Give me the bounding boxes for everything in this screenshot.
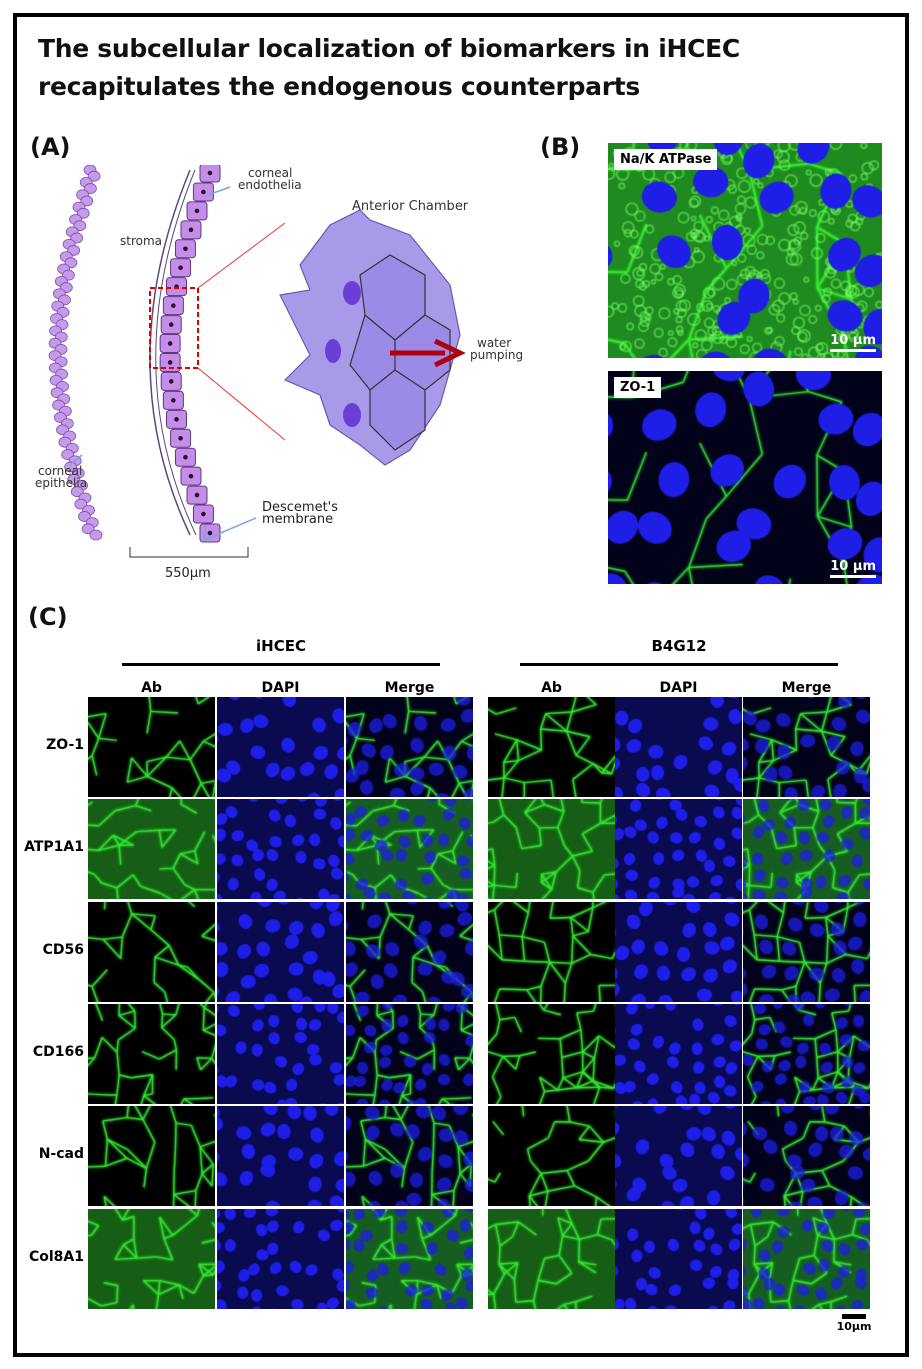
micrograph-dapi: [217, 1106, 344, 1206]
micrograph-dapi: [615, 1004, 742, 1104]
cornea-diagram: corneal endothelia stroma Anterior Chamb…: [35, 165, 523, 581]
svg-text:pumping: pumping: [470, 348, 523, 362]
scale-bar: 10 µm: [830, 333, 876, 352]
scale-bar-c: 10µm: [836, 1314, 872, 1333]
micrograph-ab: [88, 1209, 215, 1309]
group-underline: [122, 663, 440, 666]
zoom-line: [197, 367, 286, 441]
zoom-line: [197, 222, 286, 289]
micrograph-dapi: [615, 1106, 742, 1206]
micrograph-merge: [346, 1106, 473, 1206]
label-corneal-endothelia: corneal: [248, 166, 292, 180]
micrograph-dapi: [217, 1004, 344, 1104]
micrograph-merge: [743, 799, 870, 899]
column-header-dapi: DAPI: [261, 680, 300, 696]
micrograph-dapi: [615, 1209, 742, 1309]
micrograph-dapi: [217, 697, 344, 797]
micrograph-merge: [743, 1106, 870, 1206]
endothelial-cells-illustration: [279, 209, 466, 466]
column-header-ab: Ab: [541, 680, 562, 696]
group-ihcec: iHCEC: [256, 637, 306, 655]
zoom-box: [149, 287, 199, 369]
micrograph-ab: [88, 1004, 215, 1104]
figure-title: The subcellular localization of biomarke…: [38, 34, 740, 101]
row-label: CD166: [32, 1044, 84, 1060]
micrograph-ab: [488, 902, 615, 1002]
svg-text:epithelia: epithelia: [35, 476, 87, 490]
micrograph-dapi: [217, 1209, 344, 1309]
row-label: ATP1A1: [24, 839, 84, 855]
micrograph-merge: [346, 1209, 473, 1309]
scale-bracket: [129, 547, 249, 558]
label-water-pumping: water: [477, 336, 511, 350]
micrograph-merge: [346, 799, 473, 899]
group-b4g12: B4G12: [651, 637, 707, 655]
micrograph-ab: [88, 1106, 215, 1206]
micrograph-dapi: [615, 799, 742, 899]
panel-a-label: (A): [30, 133, 71, 161]
stain-tag: Na/K ATPase: [614, 149, 718, 170]
svg-text:endothelia: endothelia: [238, 178, 302, 192]
micrograph-zo-1: ZO-1 10 µm: [608, 371, 882, 584]
row-label: CD56: [42, 942, 84, 958]
svg-text:membrane: membrane: [262, 512, 333, 527]
micrograph-merge: [346, 902, 473, 1002]
figure-border: [13, 13, 909, 1357]
row-label: Col8A1: [28, 1249, 84, 1265]
micrograph-ab: [88, 697, 215, 797]
label-descemets-membrane: Descemet's: [262, 500, 338, 515]
micrograph-dapi: [217, 799, 344, 899]
micrograph-na-k-atpase: Na/K ATPase 10 µm: [608, 143, 882, 358]
micrograph-dapi: [615, 697, 742, 797]
column-header-merge: Merge: [384, 680, 435, 696]
micrograph-merge: [346, 697, 473, 797]
micrograph-ab: [488, 799, 615, 899]
label-anterior-chamber: Anterior Chamber: [352, 199, 469, 214]
micrograph-ab: [488, 1106, 615, 1206]
group-underline: [520, 663, 838, 666]
corneal-endothelia-layer: [159, 165, 221, 543]
micrograph-merge: [346, 1004, 473, 1104]
micrograph-dapi: [615, 902, 742, 1002]
panel-b-label: (B): [540, 133, 581, 161]
column-header-merge: Merge: [781, 680, 832, 696]
column-header-dapi: DAPI: [659, 680, 698, 696]
micrograph-ab: [488, 1209, 615, 1309]
label-stroma: stroma: [120, 234, 162, 248]
panel-c-label: (C): [28, 603, 68, 631]
micrograph-merge: [743, 697, 870, 797]
micrograph-ab: [488, 1004, 615, 1104]
row-label: ZO-1: [46, 737, 84, 753]
micrograph-merge: [743, 1004, 870, 1104]
micrograph-dapi: [217, 902, 344, 1002]
pointer-arrow: [207, 186, 231, 196]
label-corneal-epithelia: corneal: [38, 464, 82, 478]
micrograph-ab: [488, 697, 615, 797]
stain-tag: ZO-1: [614, 377, 662, 398]
column-header-ab: Ab: [141, 680, 162, 696]
scale-label: 550µm: [165, 566, 211, 581]
scale-bar: 10 µm: [830, 559, 876, 578]
micrograph-merge: [743, 902, 870, 1002]
micrograph-ab: [88, 799, 215, 899]
micrograph-merge: [743, 1209, 870, 1309]
micrograph-ab: [88, 902, 215, 1002]
corneal-epithelia-layer: [48, 165, 103, 541]
row-label: N-cad: [38, 1146, 84, 1162]
